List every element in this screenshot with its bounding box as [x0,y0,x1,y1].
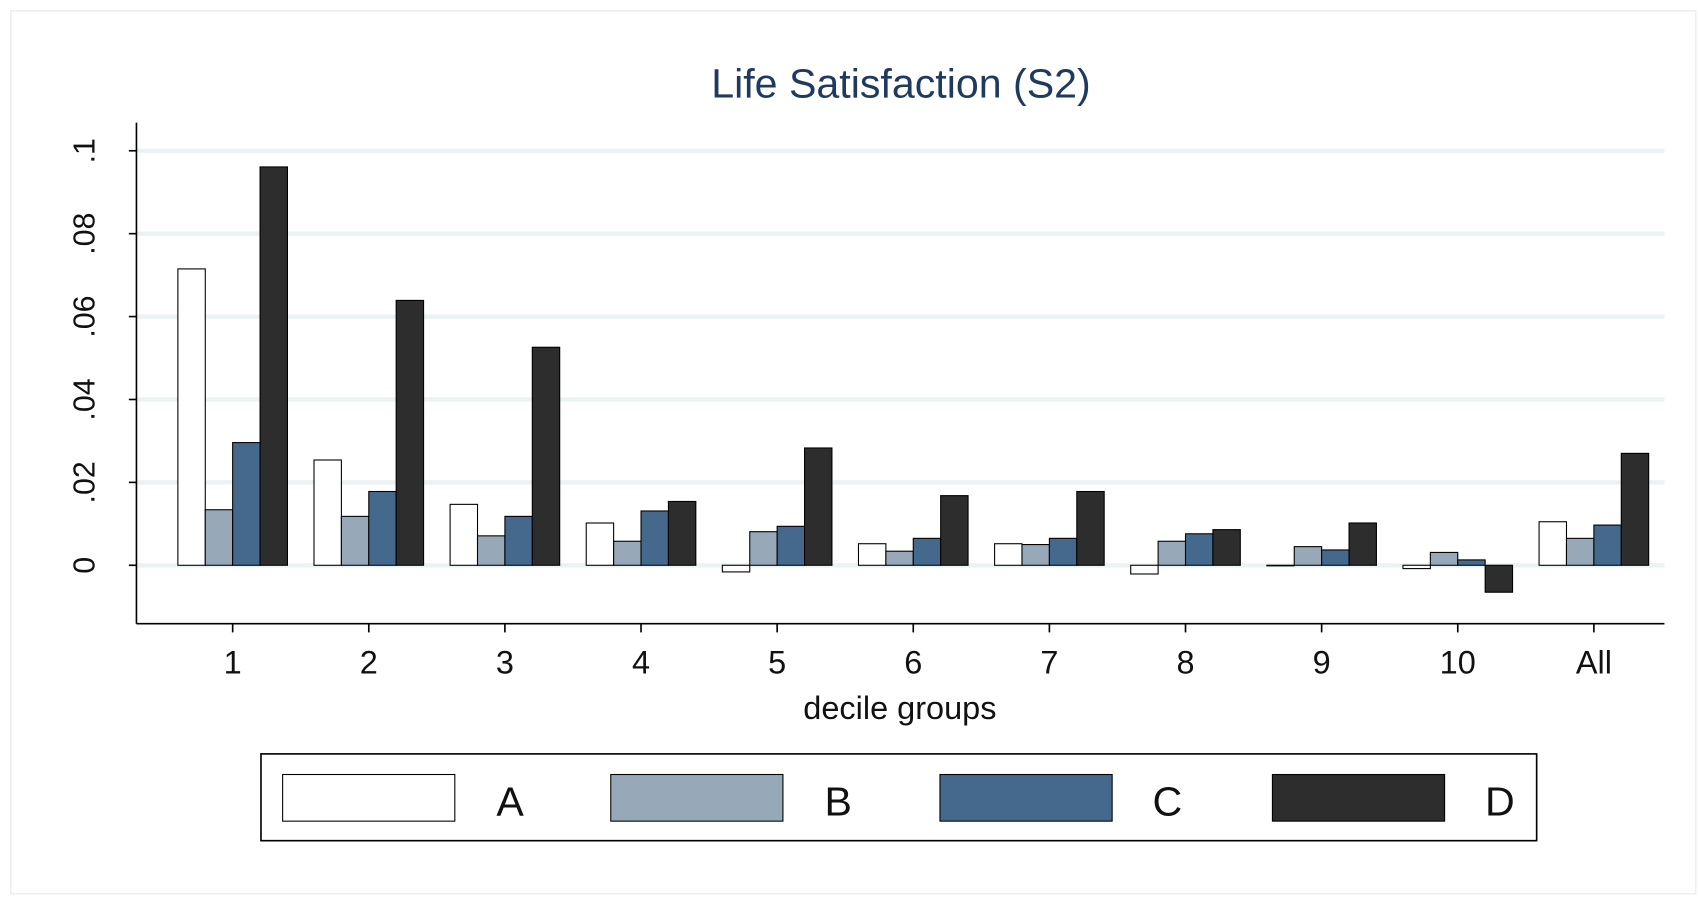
bar [1593,524,1622,566]
bar [585,522,615,566]
bar [1157,540,1187,566]
bar [613,540,642,566]
bar [1184,533,1214,566]
bar [1293,546,1323,566]
bar [531,346,561,566]
chart-frame [10,10,1697,895]
bar [1076,490,1105,566]
bar [1321,549,1350,566]
bar [1402,564,1431,570]
legend-label: D [1485,779,1515,825]
y-tick-label: .08 [69,213,102,255]
bar [204,509,234,566]
x-tick-label: All [1576,645,1612,681]
x-tick-label: 4 [632,645,650,681]
bar [667,500,697,566]
x-tick-label: 5 [768,645,786,681]
legend-label: B [824,779,851,825]
x-tick-label: 8 [1176,645,1194,681]
bar [940,495,969,566]
bar [504,515,533,566]
bar [1212,529,1241,566]
bar [1021,544,1050,566]
bar [804,447,833,566]
legend-swatch [1271,773,1446,822]
bar [994,543,1023,566]
bar [1565,537,1595,566]
bar [640,510,669,566]
bar [721,564,751,573]
legend-swatch [939,773,1113,822]
bar [1457,559,1486,566]
x-tick-label: 2 [360,645,378,681]
legend-label: C [1153,779,1183,825]
bar [1266,564,1295,567]
x-tick-label: 7 [1040,645,1058,681]
bar [885,550,914,566]
bar [749,531,778,566]
bar [313,459,342,566]
legend-label: A [496,779,524,825]
x-tick-label: 1 [224,645,242,681]
bar [340,515,370,566]
bar [368,490,397,566]
bar [1484,564,1514,593]
x-tick-label: 10 [1440,645,1476,681]
bar [259,166,288,566]
y-tick-label: 0 [69,557,102,574]
bar [1620,452,1650,566]
bar [1348,522,1377,566]
legend-swatch [282,773,456,822]
x-tick-label: 9 [1313,645,1331,681]
y-tick-label: .02 [69,461,102,503]
bar [449,503,479,566]
bar [1048,537,1078,566]
y-tick-label: .04 [69,378,102,420]
x-axis-label: decile groups [803,690,996,726]
y-tick-label: .1 [69,138,102,163]
y-tick-label: .06 [69,295,102,337]
bar [1429,551,1459,566]
bar [177,268,206,566]
legend-swatch [610,773,784,822]
chart-title: Life Satisfaction (S2) [711,61,1091,107]
x-tick-label: 6 [904,645,922,681]
bar [476,535,506,566]
bar [857,543,887,566]
x-tick-label: 3 [496,645,514,681]
bar [776,525,806,566]
bar [232,442,261,566]
bar [912,537,942,566]
bar [1538,521,1568,566]
bar [395,299,425,566]
bar [1130,564,1159,575]
